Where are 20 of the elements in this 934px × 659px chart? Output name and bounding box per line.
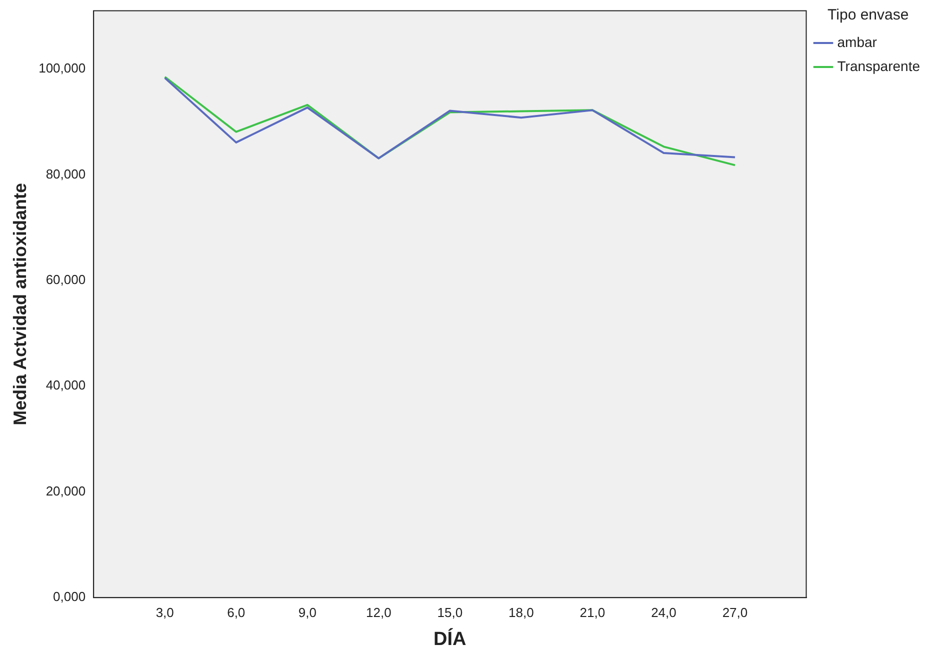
y-tick-label: 80,000 [46,166,86,182]
y-tick-label: 100,000 [38,60,86,76]
y-axis-title: Media Actvidad antioxidante [10,183,30,426]
x-tick-label: 15,0 [437,604,463,620]
x-tick-label: 18,0 [508,604,534,620]
y-tick-label: 20,000 [46,483,86,498]
x-tick-label: 6,0 [227,604,246,620]
x-tick-label: 21,0 [580,604,606,620]
x-tick-label: 9,0 [298,604,316,620]
legend-label: ambar [837,34,878,50]
legend-label: Transparente [837,58,920,74]
y-tick-label: 40,000 [46,378,86,393]
y-tick-label: 60,000 [46,272,86,287]
y-tick-label: 0,000 [53,589,86,604]
x-tick-label: 12,0 [366,604,392,620]
x-tick-label: 24,0 [651,604,676,620]
x-tick-label: 3,0 [156,604,174,620]
legend-title: Tipo envase [828,6,909,24]
x-tick-label: 27,0 [722,604,748,620]
x-axis-title: DÍA [434,628,467,650]
